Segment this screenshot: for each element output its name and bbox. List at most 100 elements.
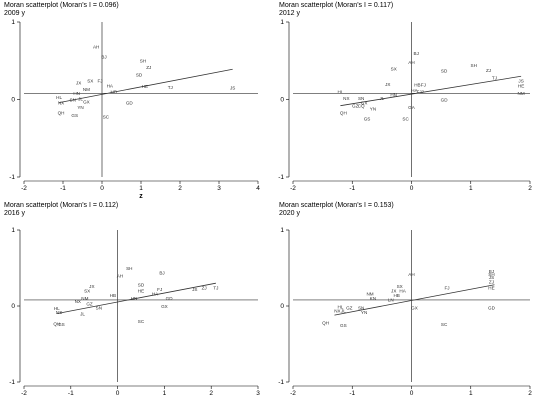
point-label: ZJ — [202, 286, 207, 291]
point-label: SX — [391, 66, 397, 71]
point-label: JL — [379, 96, 384, 101]
fit-line — [59, 68, 233, 103]
point-label: TJ — [213, 286, 218, 291]
point-label: HB — [414, 83, 420, 88]
x-tick-label: -1 — [68, 390, 74, 397]
point-label: FJ — [444, 286, 449, 291]
x-tick-label: -2 — [21, 390, 27, 397]
x-tick-label: 2 — [209, 390, 213, 397]
moran-panel-2020: Moran scatterplot (Moran's I = 0.153) 20… — [275, 200, 550, 400]
point-label: GS — [340, 323, 347, 328]
point-label: QH — [322, 321, 329, 326]
point-label: HN — [390, 93, 397, 98]
point-label: SC — [441, 322, 448, 327]
point-label: SN — [96, 305, 102, 310]
point-label: GZ — [352, 104, 359, 109]
x-tick-label: 0 — [100, 185, 104, 192]
point-label: HB — [110, 293, 116, 298]
x-tick-label: 1 — [469, 185, 473, 192]
point-label: FJ — [157, 287, 162, 292]
point-label: GZ — [346, 305, 353, 310]
panel-title: Moran scatterplot (Moran's I = 0.112) — [4, 202, 119, 209]
point-label: SC — [402, 117, 409, 122]
point-label: NS — [56, 310, 62, 315]
point-label: SN — [70, 97, 76, 102]
point-label: NX — [58, 100, 64, 105]
panel-title: Moran scatterplot (Moran's I = 0.153) — [279, 202, 394, 209]
point-label: CQ — [358, 104, 365, 109]
point-label: GS — [58, 322, 65, 327]
x-tick-label: 0 — [116, 390, 120, 397]
x-axis-label: z — [139, 193, 143, 200]
point-label: SD — [136, 73, 143, 78]
point-label: SX — [397, 284, 403, 289]
point-label: YN — [370, 107, 376, 112]
point-label: NM — [366, 292, 373, 297]
point-label: QH — [58, 110, 65, 115]
point-label: ZJ — [489, 279, 494, 284]
point-label: HL — [337, 305, 343, 310]
fit-line — [340, 75, 522, 107]
point-label: HE — [142, 84, 148, 89]
point-label: HA — [107, 83, 114, 88]
point-label: JX — [76, 80, 81, 85]
x-tick-label: -2 — [21, 185, 27, 192]
point-label: GX — [83, 100, 90, 105]
y-tick-label: -1 — [9, 174, 15, 181]
x-tick-label: 2 — [528, 185, 532, 192]
y-tick-label: 0 — [11, 303, 15, 310]
x-tick-label: 4 — [256, 185, 260, 192]
point-label: BJ — [101, 55, 106, 60]
moran-panel-2016: Moran scatterplot (Moran's I = 0.112) 20… — [0, 200, 275, 400]
x-tick-label: -2 — [290, 390, 296, 397]
point-label: GD — [488, 305, 496, 310]
point-label: FJ — [421, 83, 426, 88]
point-label: GD — [166, 296, 174, 301]
point-label: QH — [340, 110, 347, 115]
panel-subtitle: 2016 y — [4, 210, 26, 217]
point-label: NM — [83, 87, 90, 92]
point-label: HB — [393, 293, 399, 298]
x-tick-label: 1 — [469, 390, 473, 397]
point-label: NM — [81, 296, 88, 301]
point-label: SC — [138, 319, 145, 324]
point-label: JL — [78, 97, 83, 102]
point-label: HE — [488, 286, 494, 291]
y-tick-label: 1 — [11, 19, 15, 26]
x-tick-label: 1 — [139, 185, 143, 192]
point-label: ZJ — [146, 65, 151, 70]
point-label: SD — [138, 283, 145, 288]
y-tick-label: 0 — [280, 303, 284, 310]
point-label: KN — [370, 296, 376, 301]
y-tick-label: -1 — [278, 174, 284, 181]
point-label: HA — [399, 289, 406, 294]
x-tick-label: 3 — [217, 185, 221, 192]
panel-subtitle: 2012 y — [279, 10, 301, 17]
point-label: GX — [361, 100, 368, 105]
point-label: TJ — [168, 85, 173, 90]
point-label: JS — [518, 79, 523, 84]
point-label: SX — [84, 289, 90, 294]
x-tick-label: 2 — [178, 185, 182, 192]
point-label: YN — [361, 310, 367, 315]
point-label: GS — [364, 117, 371, 122]
point-label: AH — [117, 273, 123, 278]
x-tick-label: 3 — [256, 390, 260, 397]
panel-title: Moran scatterplot (Moran's I = 0.117) — [279, 2, 394, 9]
x-tick-label: 0 — [410, 185, 414, 192]
point-label: NM — [518, 91, 525, 96]
point-label: JX — [385, 82, 390, 87]
point-label: SD — [441, 69, 448, 74]
point-label: GZ — [86, 302, 93, 307]
point-label: GD — [441, 97, 449, 102]
x-tick-label: 2 — [528, 390, 532, 397]
panel-subtitle: 2020 y — [279, 210, 301, 217]
fit-line — [334, 284, 495, 316]
y-tick-label: -1 — [278, 379, 284, 386]
point-label: SC — [103, 114, 110, 119]
point-label: NX — [343, 96, 349, 101]
